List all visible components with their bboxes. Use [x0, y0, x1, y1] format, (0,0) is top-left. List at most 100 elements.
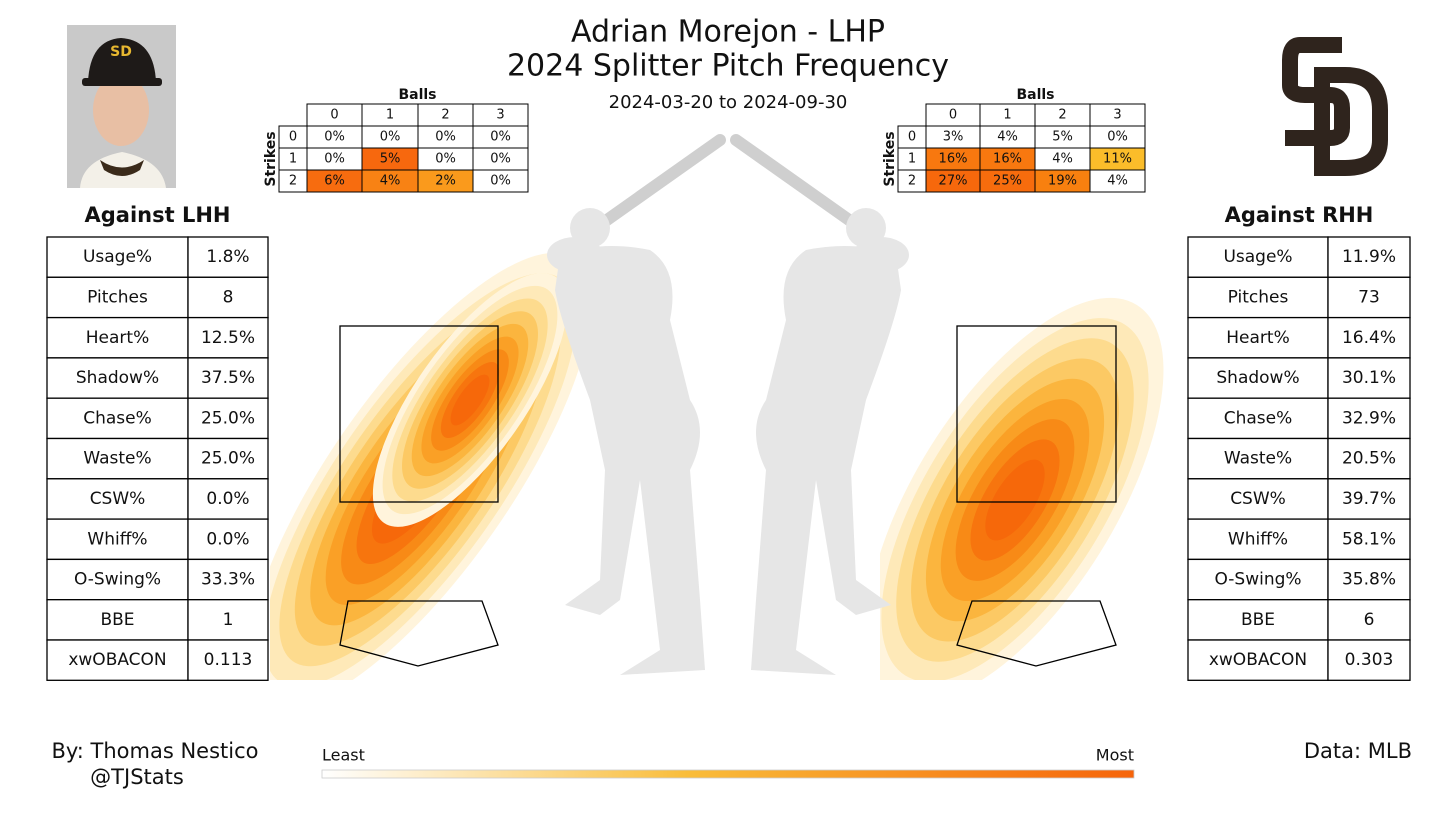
- count-value: 0%: [490, 174, 511, 189]
- stat-value: 1: [223, 610, 234, 630]
- stat-label: Heart%: [1226, 328, 1289, 348]
- title: Adrian Morejon - LHP: [571, 15, 885, 50]
- count-value: 0%: [1107, 130, 1128, 145]
- count-value: 16%: [993, 152, 1022, 167]
- table-cell: [1187, 558, 1329, 601]
- table-cell: [1327, 357, 1411, 399]
- colorbar-low: Least: [322, 746, 365, 765]
- balls-label: Balls: [398, 87, 436, 103]
- stat-label: xwOBACON: [1209, 650, 1307, 670]
- count-value: 4%: [380, 174, 401, 189]
- handle: @TJStats: [90, 765, 184, 789]
- stat-value: 33.3%: [201, 570, 255, 590]
- table-cell: [46, 437, 189, 480]
- stat-value: 0.0%: [206, 529, 249, 549]
- stat-label: Pitches: [1228, 287, 1289, 307]
- stat-value: 25.0%: [201, 408, 255, 428]
- stat-label: O-Swing%: [1214, 570, 1301, 590]
- date-range: 2024-03-20 to 2024-09-30: [609, 92, 848, 113]
- count-value: 0%: [490, 130, 511, 145]
- stat-label: Waste%: [1224, 449, 1292, 469]
- stat-value: 0.113: [204, 650, 253, 670]
- table-cell: [46, 558, 189, 601]
- count-value: 3%: [943, 130, 964, 145]
- stat-label: Shadow%: [76, 368, 159, 388]
- stat-value: 6: [1364, 610, 1375, 630]
- strikes-label: Strikes: [882, 131, 898, 186]
- count-value: 5%: [380, 152, 401, 167]
- count-value: 5%: [1052, 130, 1073, 145]
- stat-value: 37.5%: [201, 368, 255, 388]
- table-cell: [187, 276, 269, 319]
- table-cell: [46, 236, 189, 278]
- stat-label: Heart%: [86, 328, 149, 348]
- stat-value: 12.5%: [201, 328, 255, 348]
- table-cell: [1187, 437, 1329, 480]
- stat-value: 39.7%: [1342, 489, 1396, 509]
- table-cell: [1327, 236, 1411, 278]
- batter-right: [730, 134, 909, 675]
- table-cell: [1187, 397, 1329, 440]
- stat-value: 8: [223, 287, 234, 307]
- stat-label: CSW%: [90, 489, 146, 509]
- stat-label: Usage%: [83, 247, 152, 267]
- count-value: 0%: [490, 152, 511, 167]
- table-cell: [187, 558, 269, 601]
- stat-value: 73: [1358, 287, 1380, 307]
- stat-value: 30.1%: [1342, 368, 1396, 388]
- count-value: 2%: [435, 174, 456, 189]
- strike-zones: [339, 325, 1117, 667]
- strike-count: 0: [908, 130, 916, 145]
- table-cell: [1187, 639, 1329, 681]
- stat-value: 0.303: [1345, 650, 1394, 670]
- stat-label: Waste%: [83, 449, 151, 469]
- count-value: 4%: [1052, 152, 1073, 167]
- stat-label: O-Swing%: [74, 570, 161, 590]
- batter-left: [547, 134, 726, 675]
- count-cell: [472, 169, 529, 193]
- ball-count: 0: [330, 108, 338, 123]
- source: Data: MLB: [1304, 739, 1412, 763]
- table-cell: [187, 316, 269, 359]
- table-cell: [46, 357, 189, 399]
- table-cell: [1327, 437, 1411, 480]
- subtitle: 2024 Splitter Pitch Frequency: [507, 49, 949, 84]
- stat-value: 11.9%: [1342, 247, 1396, 267]
- stat-label: Chase%: [83, 408, 152, 428]
- strike-count: 0: [289, 130, 297, 145]
- table-cell: [1327, 276, 1411, 319]
- player-photo: SD: [67, 25, 176, 188]
- ball-count: 1: [386, 108, 394, 123]
- colorbar: [321, 769, 1135, 779]
- count-cell: [1089, 169, 1146, 193]
- stat-label: Whiff%: [1228, 529, 1288, 549]
- count-value: 0%: [324, 130, 345, 145]
- count-value: 0%: [324, 152, 345, 167]
- table-cell: [187, 357, 269, 399]
- stat-label: BBE: [100, 610, 134, 630]
- count-value: 11%: [1103, 152, 1132, 167]
- strike-count: 1: [289, 152, 297, 167]
- colorbar-high: Most: [1096, 746, 1134, 765]
- strike-count: 2: [289, 174, 297, 189]
- ball-count: 2: [1058, 108, 1066, 123]
- table-cell: [187, 639, 269, 681]
- count-value: 0%: [435, 152, 456, 167]
- table-cell: [1327, 316, 1411, 359]
- count-value: 4%: [1107, 174, 1128, 189]
- stat-value: 20.5%: [1342, 449, 1396, 469]
- table-cell: [1327, 639, 1411, 681]
- strikes-label: Strikes: [263, 131, 279, 186]
- heat-layer: [985, 459, 1045, 541]
- stat-label: Usage%: [1223, 247, 1292, 267]
- count-value: 0%: [380, 130, 401, 145]
- stat-value: 16.4%: [1342, 328, 1396, 348]
- heat-layer: [450, 374, 490, 426]
- ball-count: 2: [441, 108, 449, 123]
- stat-label: xwOBACON: [68, 650, 166, 670]
- table-cell: [1327, 518, 1411, 561]
- table-title: Against RHH: [1225, 203, 1374, 227]
- stat-label: Chase%: [1224, 408, 1293, 428]
